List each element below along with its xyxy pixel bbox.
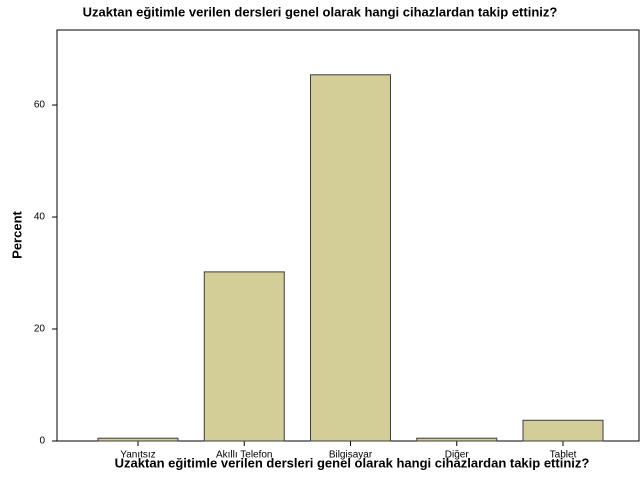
x-tick-label: Akıllı Telefon xyxy=(216,450,273,461)
y-tick-label: 20 xyxy=(34,324,46,335)
x-axis-label: Uzaktan eğitimle verilen dersleri genel … xyxy=(115,455,590,470)
bar xyxy=(97,437,179,442)
x-tick-label: Yanıtsız xyxy=(120,450,155,461)
x-tick-label: Tablet xyxy=(550,450,577,461)
y-tick-label: 40 xyxy=(34,212,46,223)
bar xyxy=(310,74,391,442)
x-tick-label: Bilgisayar xyxy=(329,450,373,461)
y-axis-label: Percent xyxy=(9,210,24,258)
bar xyxy=(416,437,498,442)
chart-title: Uzaktan eğitimle verilen dersleri genel … xyxy=(83,4,558,19)
bar xyxy=(522,419,604,442)
x-tick-label: Diğer xyxy=(445,450,470,461)
y-tick-label: 0 xyxy=(39,436,45,447)
y-tick-label: 60 xyxy=(34,100,46,111)
bar xyxy=(203,271,285,442)
